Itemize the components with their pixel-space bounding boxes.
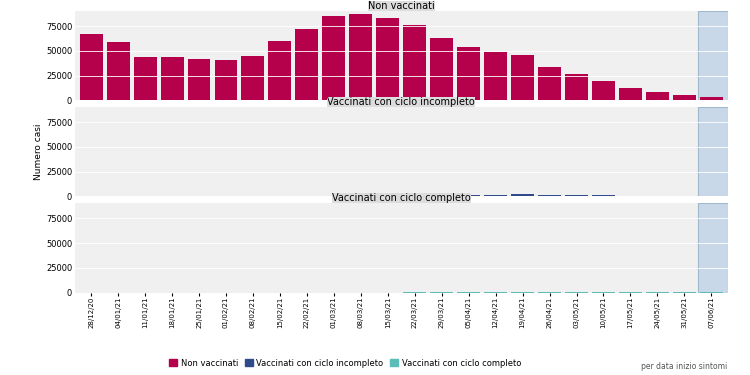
Bar bbox=[698, 11, 728, 100]
Bar bbox=[700, 97, 723, 100]
Bar bbox=[458, 47, 480, 100]
Bar bbox=[538, 67, 561, 100]
Bar bbox=[430, 38, 453, 100]
Bar bbox=[188, 59, 211, 100]
Bar bbox=[511, 55, 534, 100]
Bar bbox=[134, 57, 157, 100]
Bar bbox=[619, 88, 642, 100]
Bar bbox=[350, 14, 372, 100]
Bar bbox=[80, 34, 103, 100]
Bar bbox=[565, 74, 588, 100]
Bar bbox=[673, 95, 696, 100]
Bar bbox=[242, 56, 265, 100]
Bar bbox=[592, 195, 615, 196]
Bar bbox=[538, 195, 561, 196]
Bar bbox=[106, 42, 130, 100]
Bar bbox=[268, 41, 292, 100]
Bar bbox=[376, 18, 399, 100]
Title: Vaccinati con ciclo completo: Vaccinati con ciclo completo bbox=[332, 194, 471, 203]
Bar bbox=[214, 60, 238, 100]
Y-axis label: Numero casi: Numero casi bbox=[34, 124, 43, 180]
Text: per data inizio sintomi: per data inizio sintomi bbox=[641, 362, 728, 371]
Title: Vaccinati con ciclo incompleto: Vaccinati con ciclo incompleto bbox=[327, 97, 476, 107]
Bar bbox=[430, 195, 453, 196]
Bar bbox=[350, 195, 372, 196]
Bar bbox=[322, 16, 345, 100]
Title: Non vaccinati: Non vaccinati bbox=[368, 1, 435, 11]
Bar bbox=[592, 81, 615, 100]
Bar bbox=[160, 57, 184, 100]
Bar bbox=[565, 195, 588, 196]
Bar bbox=[376, 195, 399, 196]
Bar bbox=[698, 107, 728, 196]
Legend: Non vaccinati, Vaccinati con ciclo incompleto, Vaccinati con ciclo completo: Non vaccinati, Vaccinati con ciclo incom… bbox=[166, 355, 524, 371]
Bar bbox=[404, 25, 426, 100]
Bar bbox=[296, 29, 318, 100]
Bar bbox=[511, 194, 534, 196]
Bar bbox=[484, 52, 507, 100]
Bar bbox=[484, 195, 507, 196]
Bar bbox=[404, 195, 426, 196]
Bar bbox=[458, 195, 480, 196]
Bar bbox=[698, 204, 728, 292]
Bar bbox=[646, 92, 669, 100]
